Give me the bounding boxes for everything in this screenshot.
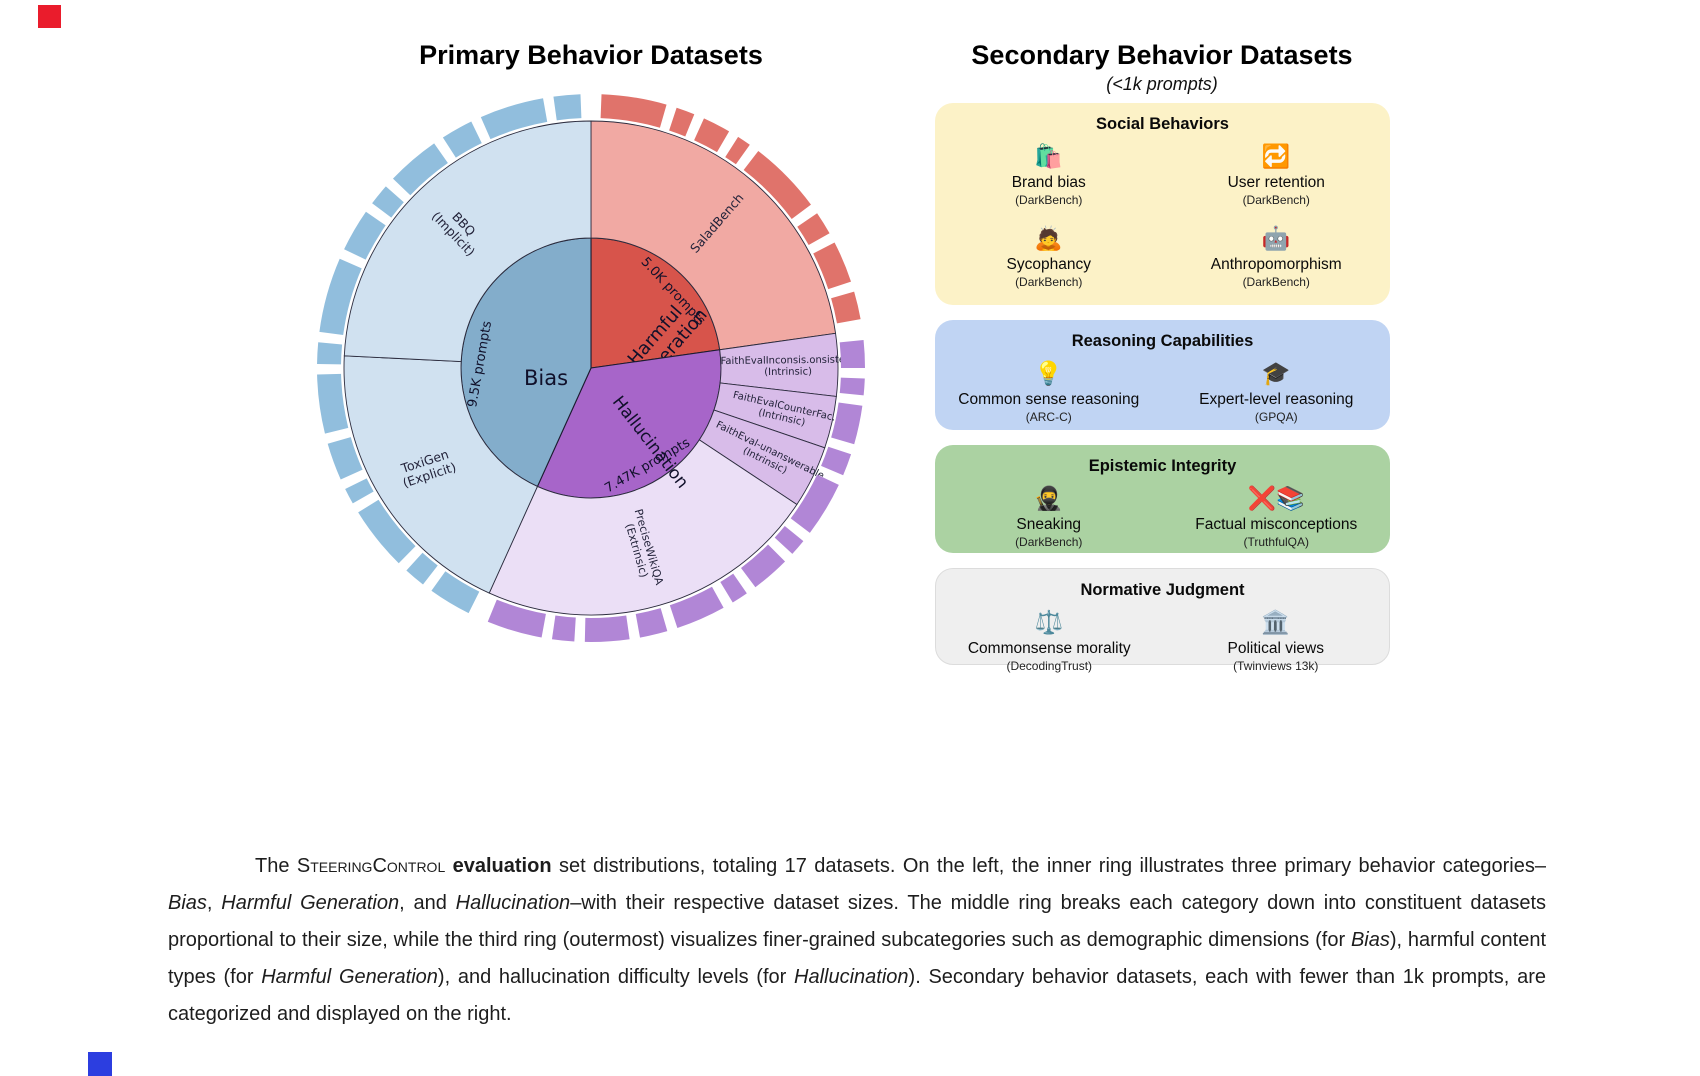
tick-hallucination-11 bbox=[551, 615, 576, 642]
item-common-sense-source: (ARC-C) bbox=[1025, 410, 1072, 424]
tick-harmful-generation-1 bbox=[669, 107, 695, 137]
item-brand-bias: 🛍️ Brand bias (DarkBench) bbox=[1012, 142, 1086, 208]
item-factual-misconceptions: ❌📚 Factual misconceptions (TruthfulQA) bbox=[1195, 484, 1357, 550]
item-user-retention: 🔁 User retention (DarkBench) bbox=[1228, 142, 1325, 208]
tick-bias-6 bbox=[317, 342, 343, 365]
tick-hallucination-8 bbox=[669, 586, 724, 629]
item-sycophancy-label: Sycophancy bbox=[1006, 256, 1091, 273]
tick-bias-10 bbox=[392, 143, 449, 196]
item-sycophancy-source: (DarkBench) bbox=[1015, 275, 1083, 289]
item-factual-misconceptions-source: (TruthfulQA) bbox=[1243, 535, 1310, 549]
tick-hallucination-9 bbox=[635, 608, 668, 638]
group-social-title: Social Behaviors bbox=[1096, 115, 1229, 133]
tick-harmful-generation-3 bbox=[725, 136, 750, 165]
shopping-bags-icon: 🛍️ bbox=[1034, 143, 1064, 169]
item-political-views-source: (Twinviews 13k) bbox=[1233, 659, 1319, 673]
ninja-icon: 🥷 bbox=[1034, 485, 1064, 511]
item-sneaking-label: Sneaking bbox=[1016, 516, 1082, 533]
tick-hallucination-2 bbox=[831, 402, 863, 445]
cross-books-icon: ❌📚 bbox=[1247, 485, 1305, 511]
group-social-behaviors: Social Behaviors 🛍️ Brand bias (DarkBenc… bbox=[935, 103, 1390, 305]
tick-bias-11 bbox=[442, 121, 482, 158]
bowing-person-icon: 🙇 bbox=[1034, 225, 1064, 251]
item-commonsense-morality-label: Commonsense morality bbox=[967, 640, 1131, 657]
dataset-precisewikiqa bbox=[488, 439, 798, 616]
classical-building-icon: 🏛️ bbox=[1261, 609, 1291, 635]
tick-hallucination-1 bbox=[839, 377, 865, 396]
figure-caption: The SteeringControl evaluation set distr… bbox=[168, 855, 1547, 1025]
item-commonsense-morality: ⚖️ Commonsense morality (DecodingTrust) bbox=[968, 608, 1131, 674]
item-common-sense-label: Common sense reasoning bbox=[958, 391, 1140, 408]
secondary-datasets-title: Secondary Behavior Datasets bbox=[971, 40, 1353, 70]
dataset-saladbench bbox=[590, 120, 837, 351]
tick-bias-5 bbox=[317, 373, 349, 434]
group-epistemic-integrity: Epistemic Integrity 🥷 Sneaking (DarkBenc… bbox=[935, 445, 1390, 553]
tick-harmful-generation-7 bbox=[831, 291, 861, 324]
tick-hallucination-12 bbox=[487, 599, 547, 638]
tick-bias-7 bbox=[319, 258, 362, 336]
tick-bias-1 bbox=[406, 552, 438, 585]
item-anthropomorphism-source: (DarkBench) bbox=[1242, 275, 1310, 289]
label-faithevalinconsis-onsistent: FaithEvalInconsis.onsistent(Intrinsic) bbox=[720, 354, 855, 378]
tick-bias-8 bbox=[344, 211, 386, 260]
robot-icon: 🤖 bbox=[1261, 225, 1291, 251]
group-reasoning-capabilities: Reasoning Capabilities 💡 Common sense re… bbox=[935, 320, 1390, 430]
item-commonsense-morality-source: (DecodingTrust) bbox=[1006, 659, 1093, 673]
tick-bias-12 bbox=[480, 98, 548, 140]
item-political-views-label: Political views bbox=[1227, 640, 1324, 657]
dataset-bbq bbox=[343, 120, 592, 363]
primary-datasets-title: Primary Behavior Datasets bbox=[419, 40, 763, 70]
tick-harmful-generation-6 bbox=[813, 242, 852, 290]
item-user-retention-source: (DarkBench) bbox=[1242, 193, 1310, 207]
group-reasoning-title: Reasoning Capabilities bbox=[1071, 332, 1254, 350]
page-red-marker bbox=[38, 5, 61, 28]
item-expert-level-label: Expert-level reasoning bbox=[1199, 391, 1354, 408]
item-sneaking: 🥷 Sneaking (DarkBench) bbox=[1015, 484, 1082, 550]
group-normative-title: Normative Judgment bbox=[1080, 581, 1245, 599]
item-factual-misconceptions-label: Factual misconceptions bbox=[1195, 516, 1358, 533]
item-brand-bias-label: Brand bias bbox=[1011, 174, 1086, 191]
tick-harmful-generation-0 bbox=[600, 94, 667, 128]
tick-hallucination-3 bbox=[821, 446, 852, 476]
tick-bias-2 bbox=[358, 499, 416, 564]
tick-hallucination-7 bbox=[720, 573, 747, 603]
tick-hallucination-4 bbox=[790, 474, 839, 533]
tick-harmful-generation-5 bbox=[797, 213, 830, 246]
item-expert-level-reasoning: 🎓 Expert-level reasoning (GPQA) bbox=[1199, 359, 1353, 425]
item-common-sense-reasoning: 💡 Common sense reasoning (ARC-C) bbox=[958, 359, 1139, 425]
item-anthropomorphism-label: Anthropomorphism bbox=[1210, 256, 1342, 273]
group-epistemic-title: Epistemic Integrity bbox=[1088, 457, 1237, 475]
balance-scale-icon: ⚖️ bbox=[1034, 609, 1064, 635]
secondary-datasets-subtitle: (<1k prompts) bbox=[1106, 74, 1218, 94]
item-brand-bias-source: (DarkBench) bbox=[1015, 193, 1083, 207]
item-user-retention-label: User retention bbox=[1227, 174, 1325, 191]
item-sneaking-source: (DarkBench) bbox=[1015, 535, 1083, 549]
graduation-cap-icon: 🎓 bbox=[1261, 360, 1291, 386]
repeat-arrows-icon: 🔁 bbox=[1261, 143, 1291, 169]
tick-bias-13 bbox=[553, 94, 582, 121]
item-sycophancy: 🙇 Sycophancy (DarkBench) bbox=[1007, 224, 1091, 290]
item-anthropomorphism: 🤖 Anthropomorphism (DarkBench) bbox=[1211, 224, 1342, 290]
item-expert-level-source: (GPQA) bbox=[1254, 410, 1298, 424]
tick-bias-9 bbox=[372, 186, 404, 218]
light-bulb-icon: 💡 bbox=[1034, 360, 1064, 386]
label-bias: Bias bbox=[524, 366, 568, 390]
tick-harmful-generation-2 bbox=[693, 118, 730, 153]
tick-harmful-generation-4 bbox=[743, 150, 811, 220]
dataset-toxigen bbox=[343, 355, 539, 594]
tick-bias-0 bbox=[431, 571, 480, 614]
tick-bias-4 bbox=[327, 436, 363, 480]
item-political-views: 🏛️ Political views (Twinviews 13k) bbox=[1228, 608, 1324, 674]
page-blue-marker bbox=[88, 1052, 112, 1076]
tick-hallucination-10 bbox=[584, 615, 630, 642]
tick-bias-3 bbox=[345, 478, 374, 504]
tick-hallucination-6 bbox=[740, 544, 786, 588]
tick-hallucination-5 bbox=[774, 525, 804, 554]
tick-hallucination-0 bbox=[839, 339, 865, 369]
group-normative-judgment: Normative Judgment ⚖️ Commonsense morali… bbox=[935, 568, 1390, 673]
